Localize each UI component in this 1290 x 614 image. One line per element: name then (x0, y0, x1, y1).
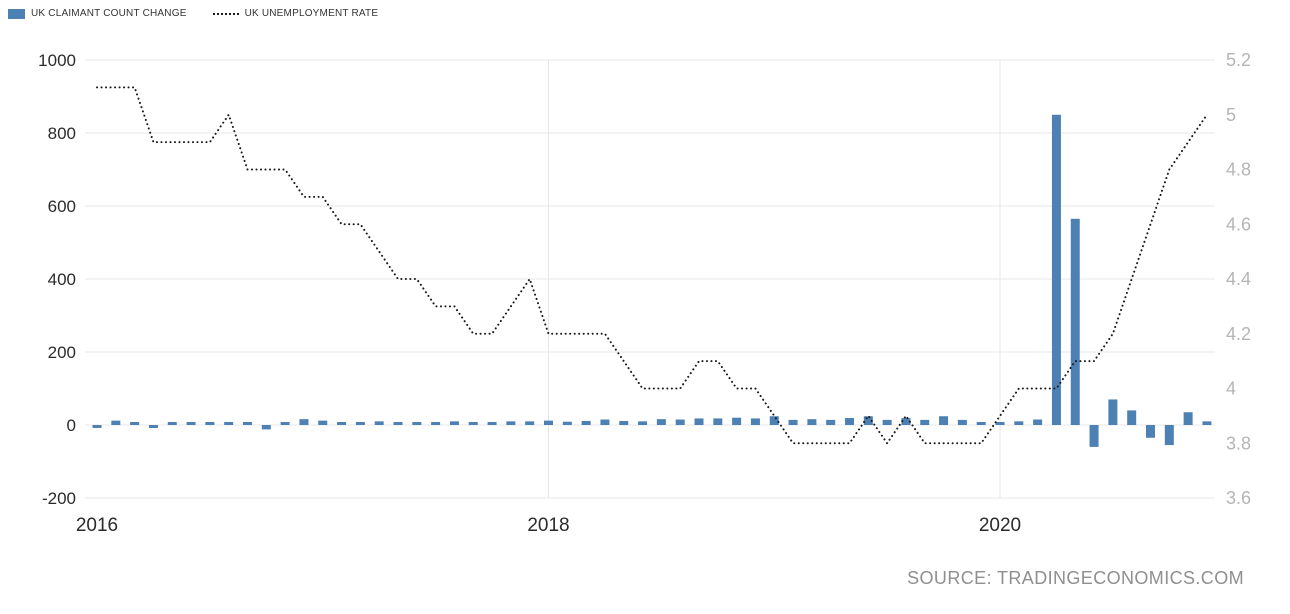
claimant-count-bar[interactable] (1127, 410, 1137, 425)
claimant-count-bar[interactable] (224, 422, 234, 425)
claimant-count-bar[interactable] (92, 425, 102, 428)
claimant-count-bar[interactable] (619, 420, 629, 425)
right-axis-tick-label: 4.8 (1226, 160, 1251, 180)
left-axis-tick-label: 400 (48, 270, 76, 289)
claimant-count-bar[interactable] (845, 418, 854, 425)
source-attribution[interactable]: SOURCE: TRADINGECONOMICS.COM (907, 568, 1244, 588)
claimant-count-bar[interactable] (374, 421, 384, 425)
legend-label-unemployment-rate: UK UNEMPLOYMENT RATE (244, 8, 379, 19)
claimant-count-bar[interactable] (769, 416, 779, 425)
claimant-count-bar[interactable] (581, 420, 591, 425)
claimant-count-bar[interactable] (111, 420, 121, 425)
right-axis-tick-label: 4.6 (1226, 214, 1251, 234)
claimant-count-bar[interactable] (299, 419, 309, 425)
claimant-count-bar[interactable] (939, 416, 949, 425)
left-axis-tick-label: 600 (48, 197, 76, 216)
legend-item-unemployment-rate[interactable]: UK UNEMPLOYMENT RATE (212, 8, 379, 19)
claimant-count-bar[interactable] (468, 422, 478, 425)
claimant-count-bar[interactable] (656, 419, 666, 425)
claimant-count-bar[interactable] (675, 419, 685, 425)
right-axis-tick-label: 5.2 (1226, 50, 1251, 70)
claimant-count-bar[interactable] (1089, 425, 1099, 447)
claimant-count-bar[interactable] (525, 421, 535, 425)
right-axis-tick-label: 5 (1226, 105, 1236, 125)
claimant-count-bar[interactable] (487, 422, 497, 425)
claimant-count-bar[interactable] (1051, 114, 1061, 425)
x-axis-tick-label: 2016 (76, 515, 118, 536)
x-axis-tick-label: 2020 (979, 515, 1021, 536)
claimant-count-bar[interactable] (562, 421, 572, 425)
claimant-count-bar[interactable] (1070, 218, 1080, 425)
legend-item-claimant-count[interactable]: UK CLAIMANT COUNT CHANGE (8, 8, 187, 19)
claimant-count-bar[interactable] (337, 422, 347, 425)
claimant-count-bar[interactable] (431, 422, 441, 425)
claimant-count-bar[interactable] (243, 422, 252, 425)
claimant-count-bar[interactable] (863, 416, 873, 425)
claimant-count-bar[interactable] (167, 422, 177, 425)
claimant-count-bar[interactable] (205, 422, 215, 425)
right-axis-tick-label: 3.6 (1226, 488, 1251, 508)
legend: UK CLAIMANT COUNT CHANGE UK UNEMPLOYMENT… (8, 8, 378, 19)
dotted-line-swatch-icon (212, 12, 239, 15)
left-axis-tick-label: 1000 (38, 51, 76, 70)
claimant-count-bar[interactable] (807, 419, 817, 425)
claimant-count-bar[interactable] (506, 421, 516, 425)
claimant-count-bar[interactable] (186, 422, 196, 425)
right-axis-tick-label: 4.4 (1226, 269, 1251, 289)
claimant-count-bar[interactable] (600, 419, 610, 425)
right-axis-tick-label: 4 (1226, 379, 1236, 399)
claimant-count-bar[interactable] (638, 421, 648, 425)
claimant-count-bar[interactable] (901, 418, 911, 425)
right-axis-tick-label: 4.2 (1226, 324, 1251, 344)
claimant-count-bar[interactable] (261, 425, 271, 430)
claimant-count-bar[interactable] (1014, 421, 1024, 425)
claimant-count-bar[interactable] (957, 419, 967, 425)
claimant-count-bar[interactable] (788, 419, 798, 425)
claimant-count-bar[interactable] (449, 421, 459, 425)
claimant-count-bar[interactable] (544, 420, 553, 425)
left-axis-tick-label: -200 (42, 489, 76, 508)
unemployment-rate-line[interactable] (96, 86, 1208, 445)
claimant-count-bar[interactable] (318, 420, 328, 425)
claimant-count-bar[interactable] (826, 419, 836, 425)
x-axis-tick-label: 2018 (527, 515, 569, 536)
bar-series-swatch-icon (8, 8, 25, 19)
claimant-count-bar[interactable] (995, 422, 1005, 425)
claimant-count-bar[interactable] (976, 422, 986, 425)
claimant-count-bar[interactable] (1033, 419, 1043, 425)
claimant-count-bar[interactable] (1108, 399, 1118, 425)
claimant-count-bar[interactable] (920, 419, 930, 425)
claimant-count-bar[interactable] (355, 422, 365, 425)
claimant-count-bar[interactable] (412, 422, 422, 425)
claimant-count-bar[interactable] (130, 422, 140, 425)
claimant-count-bar[interactable] (280, 422, 290, 425)
claimant-count-bar[interactable] (393, 422, 403, 425)
legend-label-claimant-count: UK CLAIMANT COUNT CHANGE (31, 8, 187, 19)
right-axis-tick-label: 3.8 (1226, 433, 1251, 453)
claimant-count-bar[interactable] (148, 425, 158, 428)
claimant-count-bar[interactable] (694, 418, 704, 425)
claimant-count-bar[interactable] (750, 418, 760, 425)
left-axis-tick-label: 200 (48, 343, 76, 362)
left-axis-tick-label: 0 (67, 416, 76, 435)
left-axis-tick-label: 800 (48, 124, 76, 143)
claimant-count-bar[interactable] (1146, 425, 1155, 438)
claimant-count-bar[interactable] (713, 418, 723, 425)
claimant-count-bar[interactable] (882, 419, 892, 425)
claimant-count-bar[interactable] (1183, 412, 1193, 425)
claimant-count-bar[interactable] (732, 417, 742, 425)
claimant-count-bar[interactable] (1164, 425, 1174, 446)
claimant-count-bar[interactable] (1202, 421, 1212, 425)
